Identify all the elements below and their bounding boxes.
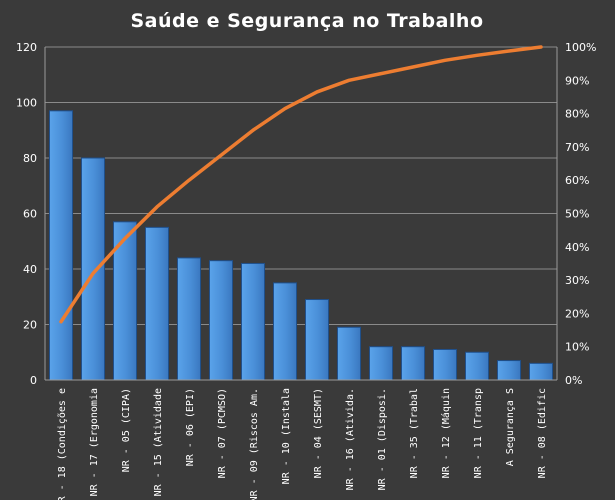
bar (48, 110, 74, 381)
y2-tick-label: 100% (565, 41, 596, 54)
category-label: NR - 06 (EPI) (185, 388, 196, 466)
category-label: NR - 04 (SESMT) (313, 388, 324, 478)
bar (496, 360, 522, 381)
y-tick-label: 80 (23, 152, 37, 165)
cumulative-line-series (59, 45, 543, 324)
category-label: NR - 05 (CIPA) (121, 388, 132, 472)
category-label: NR - 07 (PCMSO) (217, 388, 228, 478)
category-label: A Segurança S (505, 388, 516, 466)
y2-tick-label: 30% (565, 274, 589, 287)
y2-tick-label: 60% (565, 174, 589, 187)
y2-tick-label: 40% (565, 241, 589, 254)
bar (208, 260, 234, 381)
y2-tick-label: 70% (565, 141, 589, 154)
y2-tick-label: 10% (565, 341, 589, 354)
category-label: NR - 11 (Transp (473, 388, 484, 478)
category-label: NR - 12 (Máquin (440, 388, 452, 478)
y2-tick-label: 90% (565, 74, 589, 87)
y-tick-label: 60 (23, 208, 37, 221)
category-label: NR - 08 (Edific (537, 388, 548, 478)
bar (144, 226, 170, 381)
category-label: NR - 15 (Atividade (153, 388, 164, 496)
bar-series (48, 110, 554, 381)
category-label: NR - 35 (Trabal (409, 388, 420, 478)
y-tick-label: 20 (23, 319, 37, 332)
bar (336, 326, 362, 381)
category-labels: NR - 18 (Condições e NR - 17 (Ergonomia NR… (57, 388, 548, 500)
cumulative-line (59, 45, 543, 324)
category-label: NR - 16 (Ativida. (345, 388, 356, 490)
category-label: NR - 18 (Condições e (57, 388, 68, 500)
bar (400, 346, 426, 381)
right-axis-ticks: 0% 10% 20% 30% 40% 50% 60% 70% 80% 90% 100% (565, 41, 596, 387)
bar (240, 262, 266, 381)
axes (44, 47, 558, 381)
y-tick-label: 0 (30, 374, 37, 387)
y-tick-label: 100 (16, 97, 37, 110)
bar (528, 362, 554, 381)
category-label: NR - 17 (Ergonomia (89, 388, 100, 496)
category-label: NR - 10 (Instala (281, 388, 292, 484)
bar (368, 346, 394, 381)
category-label: NR - 09 (Riscos Am. (249, 388, 260, 500)
bar (176, 257, 202, 381)
bar (464, 351, 490, 381)
category-label: NR - 01 (Disposi. (377, 388, 388, 490)
left-axis-ticks: 0 20 40 60 80 100 120 (16, 41, 37, 387)
chart-title: Saúde e Segurança no Trabalho (130, 10, 483, 32)
y2-tick-label: 80% (565, 108, 589, 121)
bar (432, 348, 458, 381)
y2-tick-label: 20% (565, 307, 589, 320)
bar (304, 299, 330, 381)
y-tick-label: 120 (16, 41, 37, 54)
y2-tick-label: 50% (565, 208, 589, 221)
y-tick-label: 40 (23, 263, 37, 276)
bar (80, 157, 106, 381)
bar (272, 282, 298, 381)
y2-tick-label: 0% (565, 374, 582, 387)
